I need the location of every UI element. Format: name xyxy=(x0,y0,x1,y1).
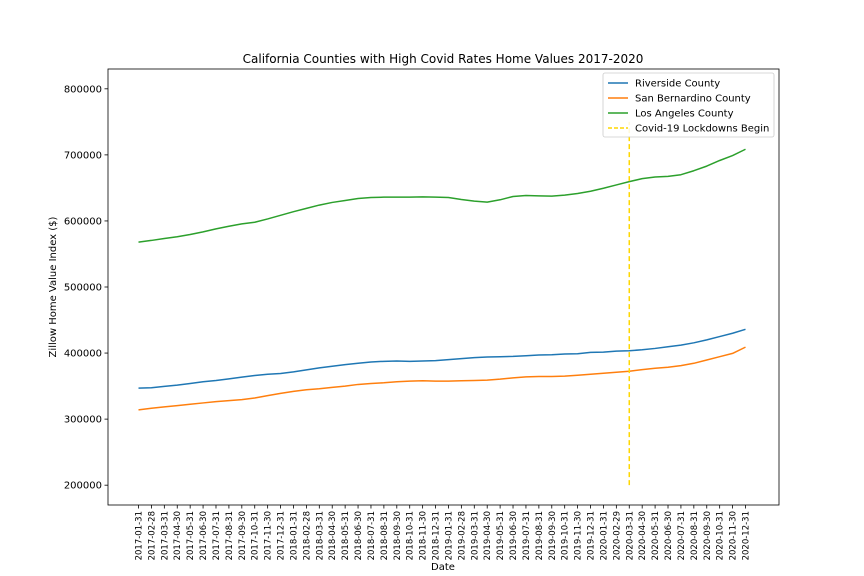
x-tick-label: 2020-06-30 xyxy=(664,511,674,560)
x-tick-label: 2017-05-31 xyxy=(186,511,196,560)
x-tick-label: 2018-01-31 xyxy=(289,511,299,560)
x-tick-label: 2019-06-30 xyxy=(509,511,519,560)
x-tick-label: 2018-09-30 xyxy=(393,511,403,560)
series-line-0 xyxy=(138,328,746,389)
x-tick-label: 2020-11-30 xyxy=(729,511,739,560)
x-tick-label: 2019-02-28 xyxy=(457,511,467,560)
x-tick-label: 2017-10-31 xyxy=(251,511,261,560)
x-tick-label: 2020-02-29 xyxy=(612,511,622,560)
y-axis-label: Zillow Home Value Index ($) xyxy=(48,216,59,357)
x-tick-label: 2020-08-31 xyxy=(690,511,700,560)
x-tick-label: 2020-05-31 xyxy=(651,511,661,560)
legend-label: Los Angeles County xyxy=(635,109,734,120)
legend-label: Covid-19 Lockdowns Begin xyxy=(635,124,769,135)
legend: Riverside County San Bernardino County Los… xyxy=(602,72,775,138)
x-axis-label: Date xyxy=(431,562,455,573)
x-tick-label: 2018-04-30 xyxy=(328,511,338,560)
x-tick-label: 2020-09-30 xyxy=(703,511,713,560)
y-tick-label: 800000 xyxy=(64,84,102,95)
x-tick-label: 2019-12-31 xyxy=(587,511,597,560)
x-tick-label: 2017-07-31 xyxy=(212,511,222,560)
x-tick-label: 2019-01-31 xyxy=(444,511,454,560)
x-tick-label: 2017-08-31 xyxy=(225,511,235,560)
x-tick-label: 2020-01-31 xyxy=(599,511,609,560)
x-tick-label: 2020-10-31 xyxy=(716,511,726,560)
x-tick-label: 2017-02-28 xyxy=(147,511,157,560)
x-tick-label: 2018-02-28 xyxy=(302,511,312,560)
x-tick-label: 2018-07-31 xyxy=(367,511,377,560)
x-tick-label: 2019-10-31 xyxy=(561,511,571,560)
x-tick-label: 2019-08-31 xyxy=(535,511,545,560)
x-tick-label: 2018-05-31 xyxy=(341,511,351,560)
y-tick-label: 600000 xyxy=(64,216,102,227)
x-tick-label: 2019-03-31 xyxy=(470,511,480,560)
x-tick-label: 2018-12-31 xyxy=(432,511,442,560)
x-tick-label: 2017-09-30 xyxy=(238,511,248,560)
x-tick-label: 2017-06-30 xyxy=(199,511,209,560)
y-tick-label: 200000 xyxy=(64,481,102,492)
legend-box xyxy=(602,72,775,138)
x-tick-label: 2019-04-30 xyxy=(483,511,493,560)
x-tick-label: 2018-11-30 xyxy=(419,511,429,560)
x-tick-label: 2018-08-31 xyxy=(380,511,390,560)
x-tick-label: 2019-07-31 xyxy=(522,511,532,560)
y-tick-label: 400000 xyxy=(64,349,102,360)
x-tick-label: 2019-11-30 xyxy=(574,511,584,560)
x-tick-label: 2017-04-30 xyxy=(173,511,183,560)
x-tick-label: 2017-01-31 xyxy=(135,511,145,560)
y-tick-label: 700000 xyxy=(64,150,102,161)
x-tick-label: 2018-03-31 xyxy=(315,511,325,560)
x-tick-label: 2019-09-30 xyxy=(548,511,558,560)
x-tick-label: 2017-12-31 xyxy=(277,511,287,560)
x-tick-label: 2017-11-30 xyxy=(264,511,274,560)
x-tick-label: 2018-10-31 xyxy=(406,511,416,560)
y-tick-label: 300000 xyxy=(64,415,102,426)
x-tick-label: 2019-05-31 xyxy=(496,511,506,560)
legend-label: San Bernardino County xyxy=(635,94,751,105)
x-tick-label: 2020-07-31 xyxy=(677,511,687,560)
x-tick-label: 2020-03-31 xyxy=(625,511,635,560)
legend-label: Riverside County xyxy=(635,79,720,90)
x-tick-label: 2020-04-30 xyxy=(638,511,648,560)
chart-title: California Counties with High Covid Rate… xyxy=(243,52,644,66)
x-tick-label: 2017-03-31 xyxy=(160,511,170,560)
y-tick-label: 500000 xyxy=(64,283,102,294)
plot-area: 200000 300000 400000 500000 600000 700000 8000… xyxy=(64,68,780,560)
x-tick-label: 2020-12-31 xyxy=(742,511,752,560)
series-line-2 xyxy=(138,148,746,243)
x-tick-label: 2018-06-30 xyxy=(354,511,364,560)
series-line-1 xyxy=(138,346,746,411)
